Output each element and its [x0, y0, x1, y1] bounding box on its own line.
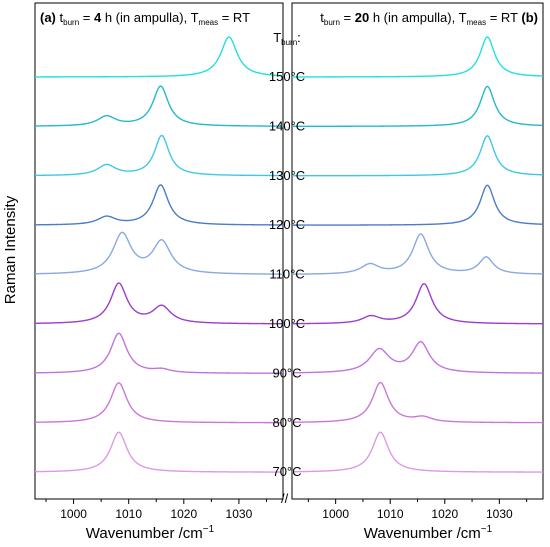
x-tick-label-b: 1030 [486, 507, 513, 521]
temperature-label: 70°C [272, 464, 301, 479]
panel-a-title: (a) tburn = 4 h (in ampulla), Tmeas = RT [40, 10, 250, 27]
spectrum-a-140c [34, 85, 283, 127]
temperature-label: 80°C [272, 415, 301, 430]
temperature-label: 150°C [269, 69, 305, 84]
temperature-label: 90°C [272, 365, 301, 380]
x-tick-label-a: 1000 [60, 507, 87, 521]
spectrum-a-110c [34, 231, 284, 275]
x-axis-label-a: Wavenumber /cm−1 [86, 524, 215, 542]
x-tick-label-a: 1030 [226, 507, 253, 521]
temperature-label: 120°C [269, 217, 305, 232]
x-tick-label-b: 1020 [431, 507, 458, 521]
spectrum-b-100c [291, 282, 543, 325]
temperature-labels: 70°C 80°C 90°C 100°C 110°C 120°C 130°C 140°C 150… [269, 69, 305, 479]
spectrum-a-100c [34, 282, 284, 325]
x-tick-label-a: 1010 [115, 507, 142, 521]
y-axis-label: Raman Intensity [2, 195, 19, 304]
axis-break-mark: // [281, 491, 289, 506]
spectrum-b-70c [291, 431, 543, 473]
panel-b-title: tburn = 20 h (in ampulla), Tmeas = RT (b… [320, 10, 538, 27]
x-tick-label-b: 1000 [322, 507, 349, 521]
t-burn-header: Tburn: [273, 30, 301, 47]
spectrum-b-150c [292, 36, 544, 78]
spectrum-b-130c [292, 135, 544, 177]
spectrum-b-120c [292, 184, 544, 226]
temperature-label: 130°C [269, 168, 305, 183]
x-tick-label-b: 1010 [377, 507, 404, 521]
temperature-label: 110°C [269, 267, 304, 282]
spectrum-a-130c [34, 134, 284, 177]
spectrum-b-80c [291, 381, 544, 424]
temperature-label: 100°C [269, 316, 305, 331]
spectrum-b-140c [292, 85, 544, 128]
spectrum-a-120c [34, 184, 284, 226]
x-axis-label-b: Wavenumber /cm−1 [364, 524, 493, 542]
panel-a-spectra [34, 36, 284, 473]
x-axis-ticks: 1000 1010 1020 1030 1000 1010 1020 1030 [35, 498, 543, 521]
x-tick-label-a: 1020 [170, 507, 197, 521]
temperature-label: 140°C [269, 118, 305, 133]
spectrum-a-90c [34, 332, 283, 374]
spectrum-a-70c [34, 431, 283, 473]
spectrum-b-90c [291, 340, 543, 374]
panel-b-spectra [291, 36, 544, 473]
spectrum-a-80c [34, 382, 283, 424]
spectrum-b-110c [291, 233, 544, 275]
spectrum-a-150c [34, 36, 284, 78]
